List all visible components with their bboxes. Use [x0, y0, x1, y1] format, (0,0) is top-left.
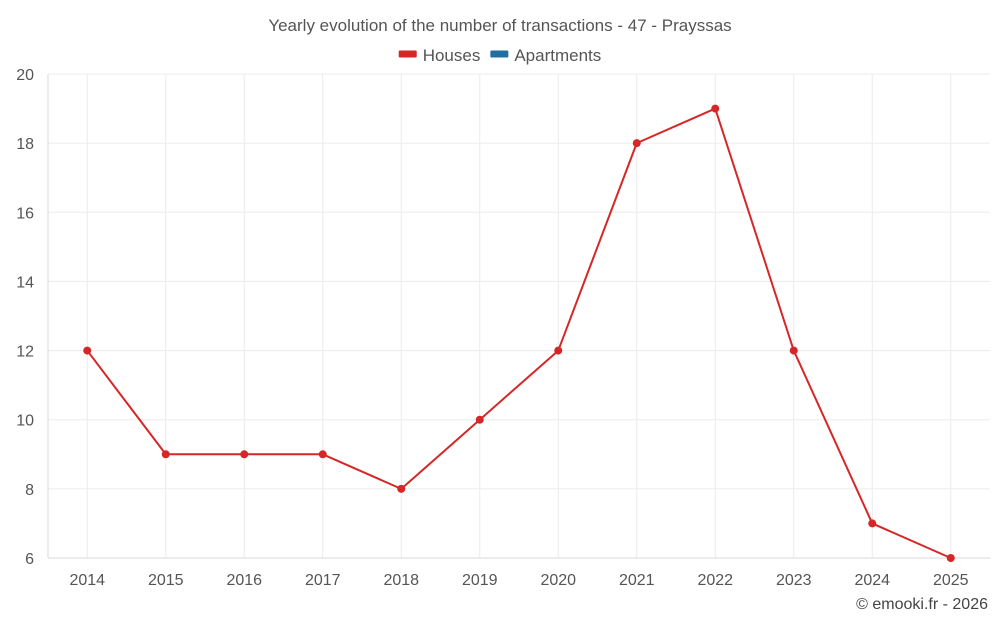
x-tick-label: 2019 [462, 572, 498, 589]
x-tick-label: 2018 [383, 572, 419, 589]
x-tick-label: 2016 [226, 572, 262, 589]
data-point[interactable] [946, 554, 955, 562]
legend-item-houses[interactable]: Houses [398, 46, 481, 65]
y-tick-label: 14 [16, 274, 34, 291]
x-tick-label: 2025 [933, 572, 969, 589]
data-point[interactable] [475, 415, 484, 424]
data-point[interactable] [554, 346, 563, 355]
series-layer [83, 104, 955, 562]
x-tick-label: 2020 [540, 572, 576, 589]
data-point[interactable] [161, 450, 170, 459]
data-point[interactable] [83, 346, 92, 355]
x-tick-label: 2014 [69, 572, 105, 589]
y-tick-label: 6 [25, 551, 34, 568]
axes: 6 8 10 12 14 16 18 20 2014 2015 2016 2017 2018 2019 20… [16, 67, 990, 589]
y-tick-label: 18 [16, 136, 34, 153]
data-point[interactable] [711, 104, 720, 113]
data-point[interactable] [789, 346, 798, 355]
y-tick-label: 20 [16, 67, 34, 84]
legend-label: Houses [423, 46, 481, 65]
x-tick-label: 2024 [854, 572, 890, 589]
y-tick-label: 8 [25, 482, 34, 499]
credit-text: © emooki.fr - 2026 [856, 596, 988, 613]
legend-swatch [398, 50, 417, 58]
data-point[interactable] [397, 484, 406, 493]
x-tick-label: 2023 [776, 572, 812, 589]
x-tick-label: 2022 [697, 572, 733, 589]
x-tick-label: 2015 [148, 572, 184, 589]
y-tick-label: 12 [16, 344, 34, 361]
chart-title: Yearly evolution of the number of transa… [268, 16, 731, 35]
grid [48, 73, 990, 559]
legend-label: Apartments [514, 46, 601, 65]
legend-swatch [490, 50, 509, 58]
data-point[interactable] [240, 450, 249, 459]
legend: Houses Apartments [398, 46, 601, 65]
data-point[interactable] [318, 450, 327, 459]
y-tick-label: 16 [16, 205, 34, 222]
data-point[interactable] [868, 519, 877, 528]
series-line-houses [86, 107, 952, 559]
data-point[interactable] [632, 139, 641, 148]
x-tick-label: 2021 [619, 572, 655, 589]
x-tick-label: 2017 [305, 572, 341, 589]
legend-item-apartments[interactable]: Apartments [490, 46, 601, 65]
y-tick-label: 10 [16, 413, 34, 430]
